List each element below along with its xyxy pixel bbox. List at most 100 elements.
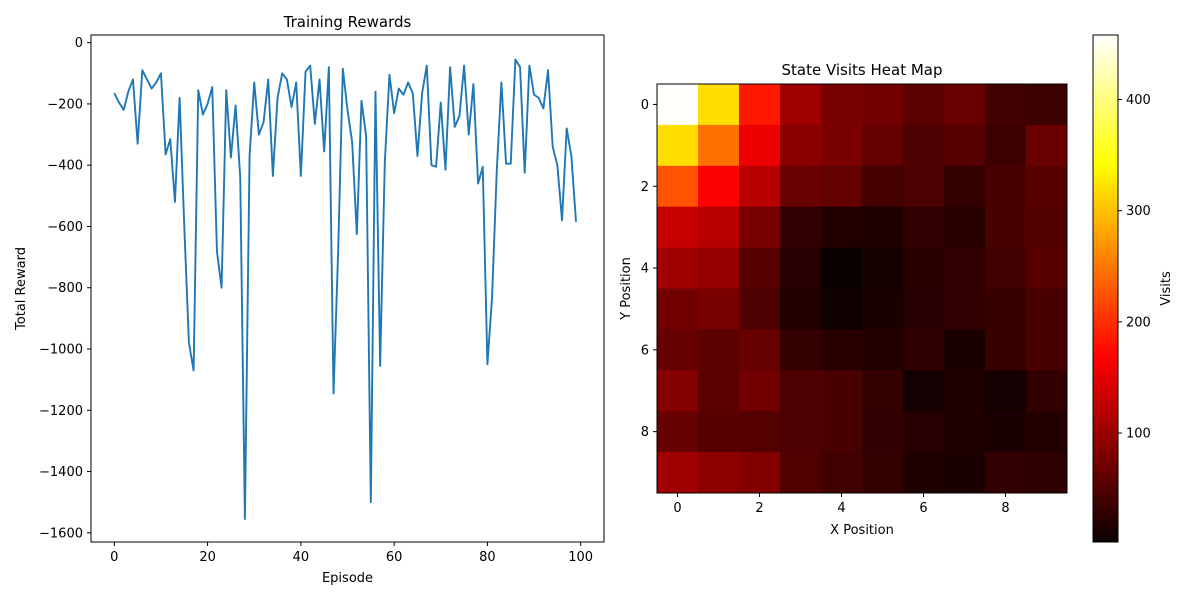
heatmap-cell <box>1026 124 1068 167</box>
heatmap-cell <box>903 247 945 289</box>
colorbar-ticks: 100 200 300 400 <box>1118 93 1151 442</box>
heatmap-cell <box>780 370 822 412</box>
heatmap-cell <box>944 206 986 249</box>
heatmap-y-tick-label: 2 <box>641 180 649 195</box>
heatmap-cell <box>1026 165 1068 208</box>
heatmap-cell <box>903 452 945 494</box>
heatmap-cell <box>944 329 986 371</box>
line-chart-frame <box>90 34 605 543</box>
heatmap-cell <box>657 411 699 453</box>
heatmap-cell <box>657 84 699 126</box>
heatmap-cell <box>985 452 1027 494</box>
heatmap-title: State Visits Heat Map <box>781 61 942 79</box>
heatmap-cell <box>903 288 945 330</box>
heatmap-y-tick-label: 8 <box>641 425 649 440</box>
heatmap-cell <box>1026 206 1068 249</box>
heatmap-cell <box>780 247 822 289</box>
heatmap-cell <box>944 288 986 330</box>
heatmap-cell <box>1026 84 1068 126</box>
heatmap-cell <box>862 411 904 453</box>
y-tick-label: −600 <box>47 220 83 235</box>
heatmap-x-tick-label: 4 <box>837 501 845 516</box>
heatmap-cell <box>698 84 740 126</box>
heatmap-cell <box>1026 329 1068 371</box>
colorbar-label: Visits <box>1159 271 1174 306</box>
heatmap-cell <box>862 124 904 167</box>
x-tick-label: 80 <box>479 550 496 565</box>
heatmap-cell <box>862 206 904 249</box>
heatmap-cell <box>821 411 863 453</box>
heatmap-cell <box>944 411 986 453</box>
x-tick-label: 60 <box>386 550 403 565</box>
heatmap-cell <box>657 206 699 249</box>
heatmap-cell <box>821 84 863 126</box>
heatmap-cell <box>657 452 699 494</box>
heatmap-cell <box>821 247 863 289</box>
colorbar-tick-label: 300 <box>1126 204 1151 219</box>
heatmap-cell <box>739 206 781 249</box>
x-tick-label: 100 <box>568 550 593 565</box>
heatmap-cell <box>739 411 781 453</box>
heatmap-cell <box>985 288 1027 330</box>
line-chart-ylabel: Total Reward <box>14 247 29 331</box>
heatmap-cell <box>903 411 945 453</box>
heatmap-cell <box>985 165 1027 208</box>
heatmap-cell <box>780 124 822 167</box>
colorbar-tick-label: 400 <box>1126 93 1151 108</box>
heatmap-cell <box>903 329 945 371</box>
heatmap-cell <box>657 288 699 330</box>
line-chart: Training Rewards 0 20 40 60 80 100 0 −200 −400 −6… <box>14 13 605 586</box>
heatmap-cell <box>821 329 863 371</box>
heatmap-cell <box>1026 288 1068 330</box>
heatmap-cell <box>903 84 945 126</box>
heatmap-cell <box>780 288 822 330</box>
colorbar-gradient <box>1092 34 1119 543</box>
x-tick-label: 20 <box>199 550 216 565</box>
heatmap-cell <box>1026 247 1068 289</box>
heatmap-cell <box>985 411 1027 453</box>
heatmap-cell <box>780 206 822 249</box>
heatmap-cell <box>985 370 1027 412</box>
heatmap-cell <box>1026 411 1068 453</box>
heatmap-cell <box>657 124 699 167</box>
colorbar-tick-label: 100 <box>1126 427 1151 442</box>
heatmap-cell <box>657 247 699 289</box>
heatmap-cell <box>985 84 1027 126</box>
y-tick-label: −1400 <box>39 465 83 480</box>
heatmap-cell <box>698 288 740 330</box>
heatmap-cell <box>780 84 822 126</box>
heatmap-xlabel: X Position <box>830 523 894 538</box>
heatmap-cell <box>780 329 822 371</box>
heatmap-cell <box>739 329 781 371</box>
heatmap-ylabel: Y Position <box>619 257 634 321</box>
heatmap-cell <box>862 247 904 289</box>
colorbar-tick-label: 200 <box>1126 315 1151 330</box>
heatmap-cell <box>903 370 945 412</box>
line-chart-xlabel: Episode <box>322 571 373 586</box>
heatmap-x-tick-label: 0 <box>673 501 681 516</box>
heatmap-x-tick-label: 8 <box>1001 501 1009 516</box>
heatmap-cell <box>985 124 1027 167</box>
heatmap-cell <box>698 370 740 412</box>
heatmap-cell <box>698 124 740 167</box>
heatmap-frame <box>656 83 1068 494</box>
heatmap-cell <box>739 124 781 167</box>
heatmap-cell <box>862 288 904 330</box>
line-chart-title: Training Rewards <box>283 13 412 31</box>
heatmap-x-tick-label: 2 <box>755 501 763 516</box>
heatmap-cell <box>780 165 822 208</box>
heatmap-cell <box>944 247 986 289</box>
heatmap-cell <box>903 124 945 167</box>
heatmap-cell <box>1026 452 1068 494</box>
heatmap-cell <box>985 329 1027 371</box>
heatmap-cell <box>944 165 986 208</box>
heatmap-cell <box>944 452 986 494</box>
y-tick-label: 0 <box>75 36 83 51</box>
heatmap-cell <box>780 411 822 453</box>
heatmap-cell <box>862 452 904 494</box>
heatmap-y-tick-label: 6 <box>641 343 649 358</box>
heatmap-cell <box>739 370 781 412</box>
heatmap-cell <box>821 288 863 330</box>
y-tick-label: −400 <box>47 159 83 174</box>
line-chart-ticks: 0 20 40 60 80 100 0 −200 −400 −600 −800 −1000 −1200 −… <box>39 36 593 565</box>
